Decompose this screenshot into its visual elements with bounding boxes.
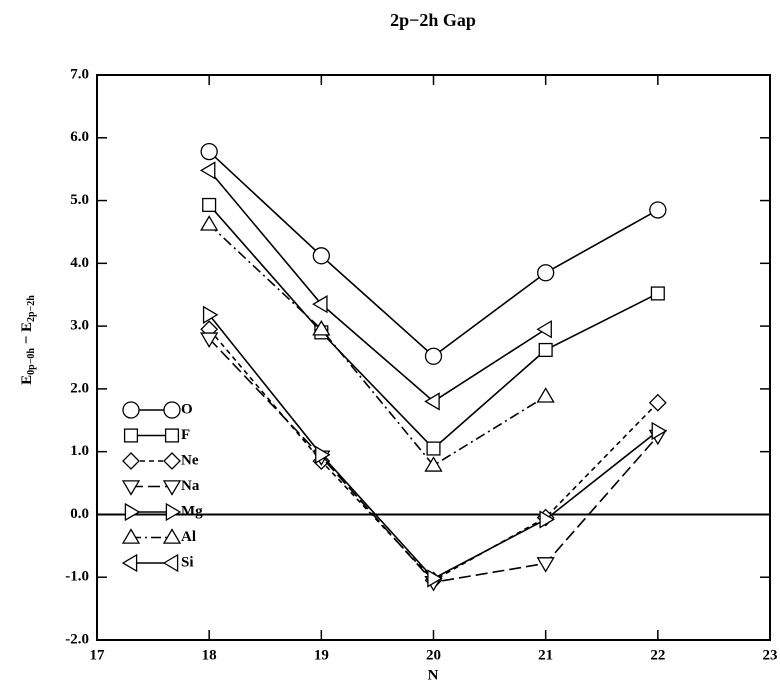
marker (424, 392, 440, 411)
legend-label: Ne (181, 452, 199, 468)
marker (199, 161, 216, 180)
marker (426, 441, 441, 456)
legend-label: Al (181, 529, 196, 545)
legend-marker (121, 480, 141, 496)
marker (202, 197, 217, 213)
legend-marker (122, 452, 140, 470)
marker (200, 215, 219, 231)
x-tick-label: 20 (426, 647, 441, 663)
marker (424, 347, 443, 365)
x-tick-label: 21 (538, 647, 553, 663)
series-line (208, 204, 659, 450)
y-label-part: − E (19, 322, 35, 348)
series-line (208, 223, 547, 467)
marker (651, 421, 668, 441)
y-tick-label: 7.0 (70, 66, 89, 82)
legend-marker (124, 502, 141, 522)
marker (650, 286, 665, 301)
y-label-part: 2p−2h (26, 295, 37, 322)
y-tick-label: 5.0 (70, 192, 89, 208)
y-tick-label: -1.0 (65, 569, 89, 585)
legend-marker (164, 428, 180, 443)
y-tick-label: 3.0 (70, 318, 89, 334)
legend-marker (162, 480, 182, 496)
x-tick-label: 19 (314, 647, 329, 663)
legend-marker (163, 401, 181, 419)
legend-marker (122, 401, 140, 419)
marker (539, 510, 555, 529)
marker (649, 201, 667, 219)
x-tick-label: 17 (90, 647, 106, 663)
marker (536, 557, 555, 573)
y-axis-label: E0p−0h − E2p−2h (19, 295, 37, 385)
marker (538, 342, 553, 358)
legend-marker (163, 452, 181, 470)
y-label-part: E (19, 375, 35, 385)
legend-label: Mg (181, 503, 203, 519)
marker (202, 305, 219, 324)
marker (427, 569, 443, 588)
marker (536, 320, 552, 339)
y-tick-label: -2.0 (65, 631, 89, 647)
x-tick-label: 18 (202, 647, 217, 663)
x-axis-label: N (428, 667, 439, 683)
legend-label: Si (181, 554, 194, 570)
x-tick-label: 22 (650, 647, 665, 663)
marker (537, 264, 555, 282)
y-tick-label: 4.0 (70, 255, 89, 271)
y-tick-label: 6.0 (70, 129, 89, 145)
marker (536, 387, 555, 403)
legend-label: Na (181, 478, 200, 494)
legend-label: F (181, 427, 190, 443)
legend-label: O (181, 401, 193, 417)
legend-marker (121, 528, 141, 544)
series-line (208, 151, 659, 358)
marker (424, 456, 443, 472)
legend-marker (121, 553, 138, 573)
legend-marker (162, 553, 179, 573)
marker (312, 247, 330, 265)
chart-title: 2p−2h Gap (390, 10, 476, 30)
marker (200, 332, 219, 348)
y-label-part: 0p−0h (26, 348, 37, 375)
legend-marker (162, 528, 182, 544)
marker (648, 393, 667, 412)
marker (315, 445, 331, 464)
legend-marker (123, 428, 139, 443)
legend-marker (165, 502, 182, 522)
marker (312, 295, 328, 314)
marker (200, 142, 218, 161)
x-tick-label: 23 (763, 647, 778, 663)
y-tick-label: 1.0 (70, 443, 89, 459)
y-tick-label: 2.0 (70, 380, 89, 396)
series-line (208, 169, 547, 403)
y-tick-label: 0.0 (70, 506, 89, 522)
marker (312, 319, 331, 336)
